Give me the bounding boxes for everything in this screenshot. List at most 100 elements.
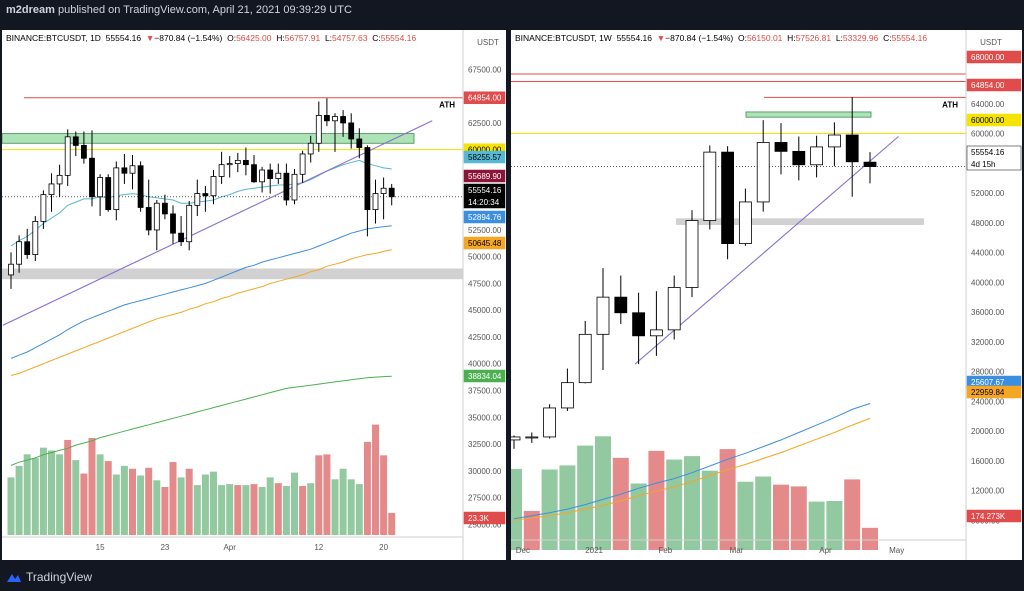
candle-body[interactable] (323, 115, 330, 122)
candle-body[interactable] (511, 436, 521, 441)
candle-body[interactable] (738, 201, 752, 244)
volume-bar (339, 468, 347, 535)
volume-bar (666, 459, 683, 550)
candle-body[interactable] (721, 151, 735, 244)
candle-body[interactable] (649, 329, 663, 337)
candle-body[interactable] (845, 134, 859, 163)
volume-bar (161, 487, 169, 535)
price-label-sub: 14:20:34 (468, 198, 500, 207)
title-change: −870.84 (−1.54%) (154, 33, 222, 43)
y-tick-label: 47500.00 (468, 279, 502, 288)
candle-body[interactable] (315, 115, 322, 144)
publisher-name[interactable]: m2dream (6, 4, 55, 16)
candle-body[interactable] (56, 174, 63, 185)
candle-body[interactable] (364, 147, 371, 211)
y-tick-label: 60000.00 (971, 130, 1005, 139)
candle-body[interactable] (178, 232, 185, 243)
candle-body[interactable] (251, 164, 257, 183)
candle-body[interactable] (170, 213, 176, 234)
price-label-text: 38834.04 (468, 372, 502, 381)
candle-body[interactable] (105, 177, 112, 211)
candle-body[interactable] (810, 146, 824, 166)
candle-body[interactable] (113, 167, 120, 211)
candle-body[interactable] (283, 172, 290, 201)
candle-body[interactable] (332, 116, 338, 122)
title-low-label: L: (325, 33, 332, 43)
candle-body[interactable] (32, 220, 39, 255)
candle-body[interactable] (703, 151, 717, 221)
candle-body[interactable] (774, 142, 788, 152)
ema-mid-line (10, 225, 392, 359)
candle-body[interactable] (543, 407, 556, 438)
title-close: 55554.16 (381, 33, 417, 43)
candle-body[interactable] (129, 165, 136, 174)
title-open: 56425.00 (236, 33, 272, 43)
candle-body[interactable] (72, 136, 79, 146)
candle-body[interactable] (226, 163, 233, 166)
volume-bar (15, 465, 23, 535)
candle-body[interactable] (299, 153, 306, 175)
candle-body[interactable] (24, 241, 31, 255)
candle-body[interactable] (89, 157, 95, 198)
volume-bar (274, 483, 282, 535)
candle-body[interactable] (561, 382, 574, 409)
candle-body[interactable] (64, 136, 71, 176)
candle-body[interactable] (210, 176, 217, 197)
candle-body[interactable] (145, 207, 152, 231)
candle-body[interactable] (685, 220, 699, 288)
candle-body[interactable] (348, 122, 355, 140)
candle-body[interactable] (667, 287, 681, 331)
candle-body[interactable] (275, 172, 282, 179)
y-tick-label: 67500.00 (468, 65, 502, 74)
daily-chart-panel[interactable]: ATHUSDT67500.0062500.0060000.0057500.005… (2, 30, 506, 560)
price-label-text: 23.3K (468, 514, 490, 523)
candle-body[interactable] (356, 138, 363, 148)
weekly-chart-panel[interactable]: ATHUSDT64000.0060000.0056000.0052000.004… (511, 30, 1022, 560)
price-label: 58255.57 (463, 150, 506, 164)
candle-body[interactable] (121, 167, 128, 174)
candle-body[interactable] (307, 142, 314, 155)
candle-body[interactable] (267, 169, 274, 179)
candle-body[interactable] (202, 193, 209, 197)
volume-bar (826, 501, 843, 550)
candle-body[interactable] (388, 187, 395, 198)
candle-body[interactable] (218, 164, 225, 177)
candle-body[interactable] (632, 312, 645, 337)
candle-body[interactable] (161, 202, 168, 215)
x-tick-label: Mar (730, 546, 744, 555)
candle-body[interactable] (234, 159, 241, 164)
candle-body[interactable] (827, 134, 841, 148)
candle-body[interactable] (194, 193, 201, 206)
candle-body[interactable] (186, 204, 193, 243)
candle-body[interactable] (756, 142, 770, 203)
daily-chart[interactable]: ATHUSDT67500.0062500.0060000.0057500.005… (2, 30, 506, 560)
candle-body[interactable] (614, 296, 628, 314)
candle-body[interactable] (863, 161, 877, 167)
weekly-chart[interactable]: ATHUSDT64000.0060000.0056000.0052000.004… (511, 30, 1022, 560)
candle-body[interactable] (40, 194, 47, 222)
candle-body[interactable] (380, 187, 387, 194)
candle-body[interactable] (137, 165, 144, 208)
tradingview-brand[interactable]: TradingView (26, 570, 93, 584)
candle-body[interactable] (259, 169, 266, 183)
volume-bar (31, 458, 39, 535)
ath-label: ATH (942, 100, 958, 109)
candle-body[interactable] (97, 177, 103, 198)
candle-body[interactable] (578, 333, 592, 384)
candle-body[interactable] (340, 116, 347, 124)
candle-body[interactable] (792, 150, 806, 166)
tradingview-logo-icon[interactable] (6, 571, 22, 583)
candle-body[interactable] (372, 193, 379, 211)
candle-body[interactable] (525, 436, 539, 439)
candle-body[interactable] (242, 159, 249, 166)
volume-bar (39, 447, 47, 535)
price-label-text: 174.273K (971, 512, 1006, 521)
candle-body[interactable] (48, 183, 55, 196)
title-title: BINANCE:BTCUSDT, 1W (515, 33, 612, 43)
candle-body[interactable] (153, 202, 160, 231)
candle-body[interactable] (81, 145, 87, 159)
candle-body[interactable] (291, 173, 298, 201)
candle-body[interactable] (16, 241, 23, 265)
candle-body[interactable] (596, 296, 610, 335)
candle-body[interactable] (8, 263, 14, 276)
